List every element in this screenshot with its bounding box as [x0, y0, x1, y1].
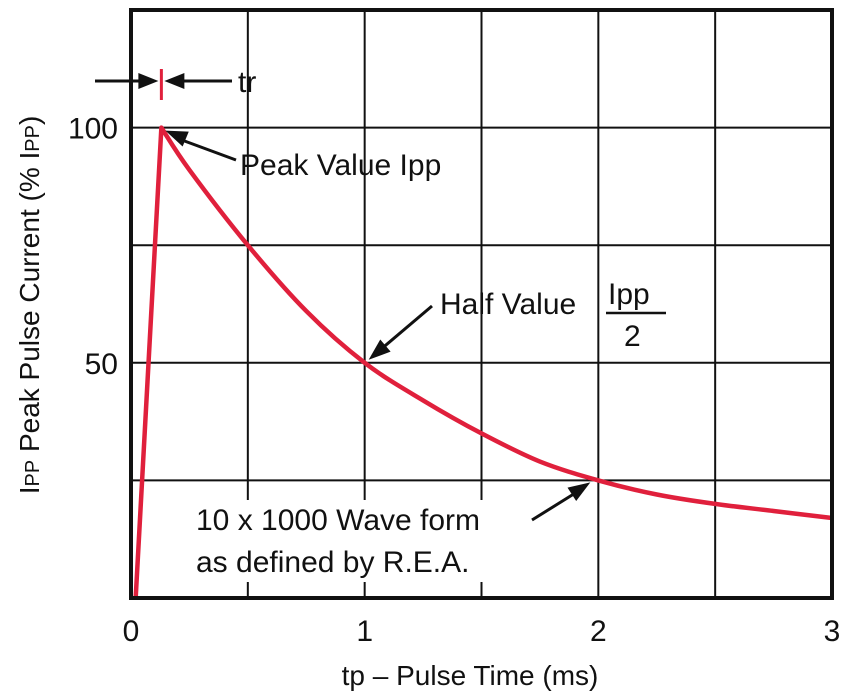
half-annotation: Half Value Ipp 2 — [368, 278, 666, 360]
peak-annotation: Peak Value Ipp — [165, 130, 441, 182]
y-axis-label: IPP Peak Pulse Current (% IPP) — [14, 116, 45, 495]
tr-label: tr — [238, 66, 256, 99]
wave-annotation: 10 x 1000 Wave form as defined by R.E.A. — [190, 482, 591, 582]
x-tick-label: 2 — [590, 615, 607, 648]
y-axis-label-mid: Peak Pulse Current (% I — [14, 152, 45, 460]
x-axis-label: tp – Pulse Time (ms) — [342, 660, 599, 691]
tick-labels: 0 1 2 3 50 100 — [68, 113, 840, 648]
half-denominator: 2 — [624, 320, 641, 353]
wave-arrow-line — [531, 491, 578, 522]
half-arrow-line — [381, 304, 433, 349]
series-line — [133, 125, 833, 599]
peak-arrow-line — [174, 136, 237, 162]
wave-arrowhead — [567, 482, 591, 502]
wave-label-background — [190, 500, 535, 582]
half-arrowhead — [368, 339, 391, 360]
y-axis-label-sub1: PP — [22, 460, 44, 487]
half-numerator: Ipp — [608, 278, 650, 311]
x-tick-label: 1 — [356, 615, 373, 648]
tr-annotation: tr — [95, 66, 256, 100]
peak-label: Peak Value Ipp — [240, 149, 441, 182]
tr-arrowhead-right — [164, 73, 185, 89]
x-tick-label: 3 — [824, 615, 841, 648]
peak-arrowhead — [165, 130, 189, 147]
y-tick-label: 50 — [85, 348, 118, 381]
wave-label-line1: 10 x 1000 Wave form — [196, 504, 480, 537]
half-label: Half Value — [440, 288, 576, 321]
y-axis-label-end: ) — [14, 116, 45, 125]
grid — [131, 10, 832, 598]
tr-arrowhead-left — [138, 73, 159, 89]
plot-frame — [129, 8, 834, 600]
wave-label-line2: as defined by R.E.A. — [196, 546, 470, 579]
y-axis-label-prefix: I — [14, 487, 45, 495]
y-tick-label: 100 — [68, 113, 118, 146]
x-tick-label: 0 — [123, 615, 140, 648]
y-axis-label-sub2: PP — [22, 125, 44, 152]
